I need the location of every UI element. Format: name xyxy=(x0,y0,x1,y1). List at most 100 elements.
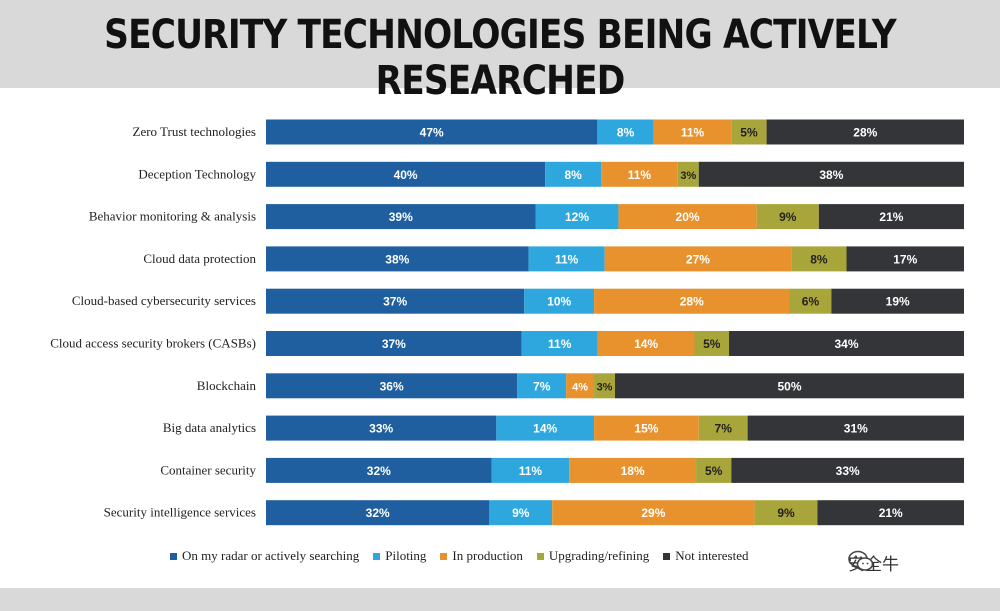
data-label: 3% xyxy=(680,170,696,182)
bar-segment xyxy=(694,331,730,356)
data-label: 11% xyxy=(519,464,543,478)
bar-segment xyxy=(496,415,595,441)
bar-segment xyxy=(731,119,767,145)
bar-segment xyxy=(766,119,964,145)
bar-segment xyxy=(698,415,748,441)
bar-segment xyxy=(754,500,818,526)
bar-segment xyxy=(545,161,602,187)
category-label: Container security xyxy=(160,462,256,477)
data-label: 17% xyxy=(893,252,917,266)
bar-segment xyxy=(266,204,536,230)
bar-segment xyxy=(266,288,525,314)
category-label: Cloud data protection xyxy=(143,251,256,266)
data-label: 9% xyxy=(779,210,797,224)
bar-segment xyxy=(604,246,792,272)
legend-item: Not interested xyxy=(663,548,749,564)
data-label: 11% xyxy=(681,126,705,140)
data-label: 29% xyxy=(641,506,665,520)
data-label: 38% xyxy=(819,168,843,182)
watermark: 安全牛 xyxy=(848,550,899,575)
legend-label: On my radar or actively searching xyxy=(182,548,360,563)
bar-segment xyxy=(594,373,615,399)
data-label: 31% xyxy=(844,422,868,436)
data-label: 12% xyxy=(565,210,589,224)
legend-item: Piloting xyxy=(373,548,426,564)
bar-segment xyxy=(566,373,595,399)
bar-segment xyxy=(517,373,567,399)
category-label: Blockchain xyxy=(197,378,257,393)
bar-segment xyxy=(677,161,699,187)
legend-label: In production xyxy=(452,548,523,563)
data-label: 11% xyxy=(628,168,652,182)
bar-segment xyxy=(615,373,964,399)
category-label: Deception Technology xyxy=(138,166,256,181)
data-label: 37% xyxy=(382,337,406,351)
data-label: 27% xyxy=(686,252,710,266)
legend-label: Not interested xyxy=(675,548,749,563)
data-label: 14% xyxy=(634,337,658,351)
bar-segment xyxy=(552,500,755,526)
data-label: 36% xyxy=(380,379,404,393)
bar-segment xyxy=(266,246,529,272)
data-label: 33% xyxy=(369,422,393,436)
bar-segment xyxy=(696,457,732,483)
data-label: 7% xyxy=(715,422,733,436)
data-label: 9% xyxy=(777,506,795,520)
data-label: 21% xyxy=(879,210,903,224)
bar-segment xyxy=(489,500,553,526)
data-label: 37% xyxy=(383,295,407,309)
data-label: 32% xyxy=(366,506,390,520)
data-label: 39% xyxy=(389,210,413,224)
legend-item: Upgrading/refining xyxy=(536,548,649,564)
bar-segment xyxy=(747,415,964,441)
category-label: Security intelligence services xyxy=(104,505,256,520)
bar-segment xyxy=(618,204,757,230)
data-label: 40% xyxy=(394,168,418,182)
data-label: 7% xyxy=(533,379,551,393)
data-label: 50% xyxy=(777,379,801,393)
bar-segment xyxy=(266,500,490,526)
legend-label: Piloting xyxy=(385,548,427,563)
bar-segment xyxy=(791,246,847,272)
bar-segment xyxy=(817,500,964,526)
data-label: 28% xyxy=(680,295,704,309)
data-label: 3% xyxy=(597,381,613,393)
legend-swatch xyxy=(373,552,381,560)
bar-segment xyxy=(528,246,605,272)
data-label: 8% xyxy=(564,168,582,182)
legend-swatch xyxy=(536,552,544,560)
data-label: 33% xyxy=(836,464,860,478)
bar-segment xyxy=(569,457,697,483)
data-label: 5% xyxy=(740,126,758,140)
category-label: Cloud-based cybersecurity services xyxy=(72,293,256,308)
bar-segment xyxy=(846,246,964,272)
data-label: 9% xyxy=(512,506,530,520)
bar-segment xyxy=(597,331,695,356)
category-label: Cloud access security brokers (CASBs) xyxy=(50,336,256,351)
bar-segment xyxy=(594,415,699,441)
wechat-icon xyxy=(848,550,874,571)
data-label: 14% xyxy=(533,422,557,436)
data-label: 8% xyxy=(617,126,635,140)
data-label: 11% xyxy=(548,337,572,351)
data-label: 32% xyxy=(367,464,391,478)
bar-segment xyxy=(266,415,497,441)
bar-segment xyxy=(266,119,598,145)
data-label: 6% xyxy=(802,295,820,309)
data-label: 34% xyxy=(834,337,858,351)
data-label: 10% xyxy=(547,295,571,309)
data-label: 11% xyxy=(555,252,579,266)
bar-segment xyxy=(597,119,654,145)
bar-segment xyxy=(653,119,732,145)
data-label: 5% xyxy=(705,464,723,478)
data-label: 38% xyxy=(385,252,409,266)
bottom-band xyxy=(0,588,1000,611)
data-label: 4% xyxy=(572,381,588,393)
bar-segment xyxy=(601,161,678,187)
bar-segment xyxy=(731,457,964,483)
bar-segment xyxy=(831,288,964,314)
bar-segment xyxy=(818,204,964,230)
data-label: 20% xyxy=(676,210,700,224)
bar-segment xyxy=(521,331,598,356)
